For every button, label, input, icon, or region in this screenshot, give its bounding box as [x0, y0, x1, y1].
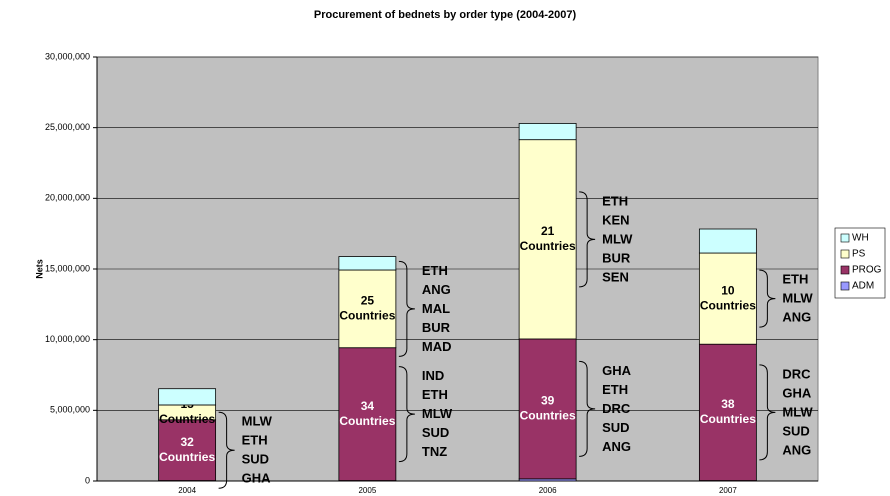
brace	[759, 269, 776, 328]
country-label: BUR	[422, 320, 451, 335]
country-label: DRC	[602, 401, 631, 416]
country-label: ANG	[602, 439, 631, 454]
segment-label: Countries	[339, 414, 395, 428]
y-tick-label: 25,000,000	[45, 122, 90, 132]
country-label: MLW	[602, 231, 633, 246]
brace	[218, 411, 235, 489]
country-label: SUD	[242, 452, 269, 467]
country-label: SUD	[782, 423, 809, 438]
country-label: ETH	[602, 382, 628, 397]
legend-swatch	[840, 265, 850, 275]
country-label: ETH	[422, 387, 448, 402]
country-label: MLW	[782, 291, 813, 306]
brace	[579, 360, 596, 457]
x-tick-label: 2004	[178, 486, 196, 495]
brace	[398, 366, 415, 463]
legend-swatch	[840, 249, 850, 259]
segment-label: 39	[541, 394, 555, 408]
country-label: GHA	[242, 471, 272, 486]
segment-label: Countries	[520, 239, 576, 253]
y-tick-label: 15,000,000	[45, 263, 90, 273]
y-tick-label: 0	[85, 475, 90, 485]
bar-segment	[698, 252, 757, 345]
bar-segment	[518, 139, 577, 340]
brace	[759, 364, 776, 461]
bar-segment	[158, 388, 217, 406]
country-label: KEN	[602, 212, 629, 227]
bar-segment	[158, 419, 217, 481]
y-tick-label: 20,000,000	[45, 193, 90, 203]
chart-title: Procurement of bednets by order type (20…	[314, 9, 577, 21]
country-label: MAD	[422, 339, 452, 354]
x-tick-label: 2006	[539, 486, 557, 495]
bar-segment	[698, 343, 757, 481]
x-tick-label: 2007	[719, 486, 737, 495]
segment-label: Countries	[159, 412, 215, 426]
bar-segment	[338, 347, 397, 481]
legend-label: ADM	[852, 281, 874, 292]
country-label: MLW	[422, 406, 453, 421]
country-label: ETH	[782, 272, 808, 287]
bar-segment	[698, 228, 757, 254]
legend-swatch	[840, 233, 850, 243]
country-label: ANG	[782, 310, 811, 325]
segment-label: 32	[180, 435, 194, 449]
segment-label: 21	[541, 224, 555, 238]
country-label: ETH	[242, 433, 268, 448]
segment-label: Countries	[520, 409, 576, 423]
country-label: GHA	[782, 385, 812, 400]
segment-label: Countries	[700, 412, 756, 426]
bar-segment	[518, 123, 577, 141]
country-label: BUR	[602, 250, 631, 265]
legend-label: WH	[852, 233, 869, 244]
country-label: DRC	[782, 366, 811, 381]
country-label: SUD	[602, 420, 629, 435]
y-tick-label: 10,000,000	[45, 334, 90, 344]
bar-segment	[338, 269, 397, 349]
segment-label: Countries	[339, 309, 395, 323]
country-label: IND	[422, 368, 444, 383]
segment-label: Countries	[159, 450, 215, 464]
country-label: ETH	[422, 263, 448, 278]
country-label: ETH	[602, 193, 628, 208]
legend-label: PS	[852, 249, 866, 260]
segment-label: 38	[721, 397, 735, 411]
brace	[398, 260, 415, 357]
country-label: ANG	[782, 442, 811, 457]
country-label: MLW	[782, 404, 813, 419]
brace	[579, 191, 596, 288]
segment-label: 25	[361, 294, 375, 308]
legend-swatch	[840, 281, 850, 291]
country-label: ANG	[422, 282, 451, 297]
legend-label: PROG	[852, 265, 882, 276]
y-tick-label: 5,000,000	[50, 405, 90, 415]
y-axis-label: Nets	[34, 259, 44, 279]
country-label: SEN	[602, 269, 629, 284]
y-tick-label: 30,000,000	[45, 51, 90, 61]
x-tick-label: 2005	[358, 486, 376, 495]
country-label: MLW	[242, 414, 273, 429]
country-label: MAL	[422, 301, 450, 316]
country-label: SUD	[422, 425, 449, 440]
segment-label: Countries	[700, 298, 756, 312]
country-label: GHA	[602, 363, 632, 378]
bar-segment	[518, 338, 577, 480]
bar-segment	[338, 256, 397, 271]
country-label: TNZ	[422, 444, 447, 459]
segment-label: 10	[721, 283, 735, 297]
segment-label: 34	[361, 399, 375, 413]
